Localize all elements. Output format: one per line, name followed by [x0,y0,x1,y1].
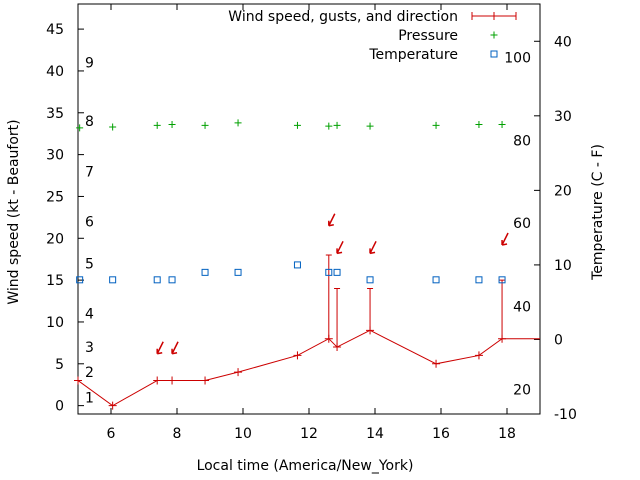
y-tick-label: 30 [46,148,64,164]
pressure-point [475,120,483,128]
temperature-point [498,276,506,284]
wind-direction-arrow [171,341,179,355]
beaufort-label: 5 [85,256,94,272]
beaufort-label: 1 [85,390,94,406]
pressure-point [325,122,333,130]
beaufort-label: 9 [85,56,94,72]
pressure-point [76,124,84,132]
pressure-point [366,122,374,130]
temperature-point [201,268,209,276]
temperature-point [475,276,483,284]
temperature-point [234,268,242,276]
temperature-point [168,276,176,284]
pressure-point [201,121,209,129]
fahrenheit-labels: 20 40 60 80 100 [504,51,531,399]
y-tick-label: 20 [46,231,64,247]
y2-tick-label: 20 [554,183,572,199]
beaufort-label: 2 [85,365,94,381]
wind-point [234,368,243,377]
legend-label: Wind speed, gusts, and direction [228,9,458,25]
x-tick-label: 6 [107,426,116,442]
temperature-point [325,268,333,276]
fahrenheit-label: 100 [504,51,531,67]
temperature-point [333,268,341,276]
fahrenheit-label: 40 [513,300,531,316]
axis-ticks: 6 8 10 12 14 16 18051015202530354045-100102030… [46,4,577,442]
fahrenheit-label: 20 [513,382,531,398]
y2-tick-label: -10 [554,407,577,423]
plot-border [77,3,541,415]
wind-speed-line [77,329,540,407]
y-tick-label: 15 [46,273,64,289]
wind-point [108,401,117,410]
data-series [74,119,540,410]
y-tick-label: 45 [46,22,64,38]
wind-point [168,376,177,385]
beaufort-label: 7 [85,164,94,180]
pressure-point [109,123,117,131]
wind-direction-arrow [501,232,509,246]
pressure-point [333,121,341,129]
temperature-point [293,261,301,269]
y-tick-label: 10 [46,315,64,331]
x-tick-label: 10 [234,426,252,442]
wind-direction-arrow [156,341,164,355]
y-tick-label: 25 [46,189,64,205]
y-tick-label: 35 [46,106,64,122]
pressure-point [153,121,161,129]
temperature-point [366,276,374,284]
y-tick-label: 40 [46,64,64,80]
legend-pressure-marker [490,31,498,39]
y2-tick-label: 40 [554,34,572,50]
legend-label: Temperature [368,47,458,63]
fahrenheit-label: 80 [513,133,531,149]
pressure-point [293,121,301,129]
y-axis-title: Wind speed (kt - Beaufort) [6,119,22,304]
beaufort-label: 4 [85,307,94,323]
wind-point [74,376,82,385]
pressure-point [168,120,176,128]
wind-direction-arrow [369,241,377,255]
wind-point [153,376,162,385]
x-tick-label: 18 [498,426,516,442]
x-tick-label: 8 [173,426,182,442]
pressure-point [498,120,506,128]
temperature-point [109,276,117,284]
pressure-point [234,119,242,127]
x-tick-label: 16 [432,426,450,442]
temperature-point [76,276,84,284]
y2-tick-label: 30 [554,109,572,125]
pressure-point [432,121,440,129]
beaufort-labels: 1 2 3 4 5 6 7 8 9 [85,56,94,407]
y2-tick-label: 10 [554,258,572,274]
y2-axis-title: Temperature (C - F) [590,144,606,281]
temperature-point [432,276,440,284]
y-tick-label: 0 [55,399,64,415]
y2-tick-label: 0 [554,332,563,348]
beaufort-label: 8 [85,114,94,130]
beaufort-label: 6 [85,215,94,231]
beaufort-label: 3 [85,340,94,356]
legend-temperature-marker [490,50,498,58]
wind-point [293,351,302,360]
x-tick-label: 12 [300,426,318,442]
x-axis-title: Local time (America/New_York) [197,458,414,474]
wind-point [432,359,441,368]
y-tick-label: 5 [55,357,64,373]
fahrenheit-label: 60 [513,216,531,232]
wind-direction-arrow [328,213,336,227]
wind-point [201,376,210,385]
wind-point [474,351,483,360]
wind-direction-arrow [336,241,344,255]
temperature-point [153,276,161,284]
legend-label: Pressure [398,28,458,44]
x-tick-label: 14 [366,426,384,442]
plot-frame [77,3,541,415]
legend: Wind speed, gusts, and direction Pressure… [228,9,517,63]
